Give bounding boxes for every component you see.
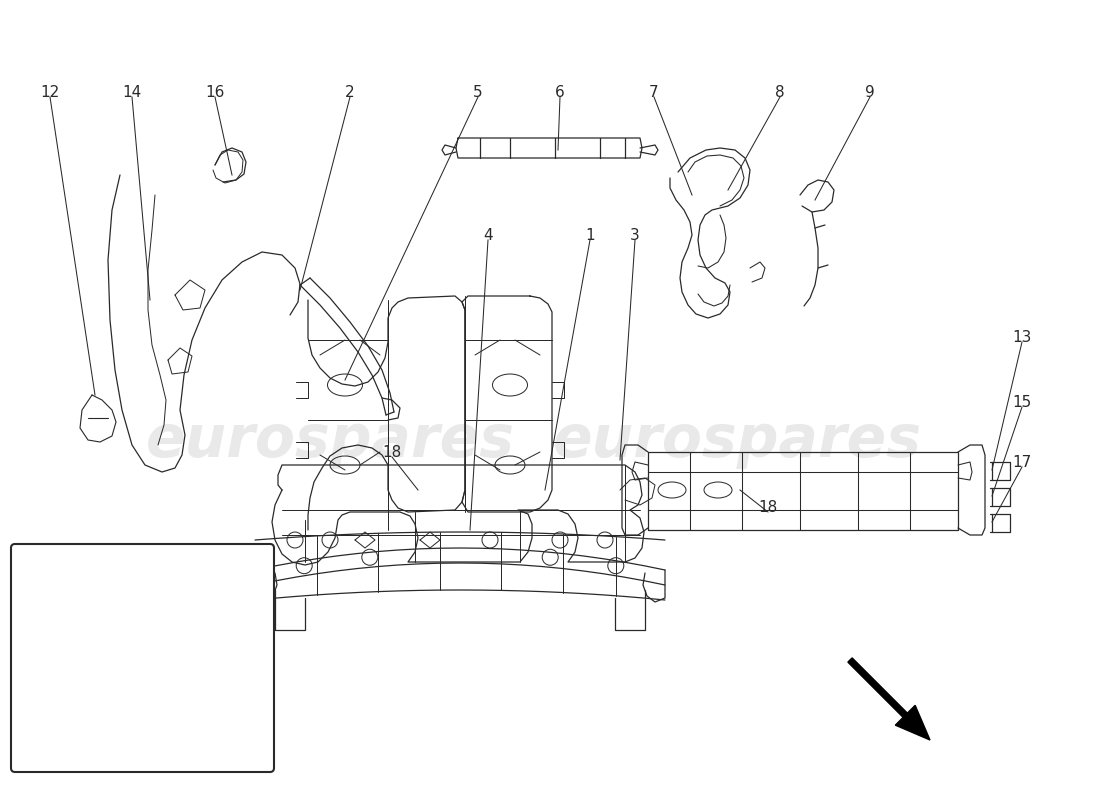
Text: 11: 11 xyxy=(150,695,167,709)
Text: 13: 13 xyxy=(1012,330,1032,345)
Text: 10: 10 xyxy=(189,695,207,709)
Text: 3: 3 xyxy=(630,228,640,243)
Text: 6: 6 xyxy=(556,85,565,100)
Text: 16: 16 xyxy=(206,85,224,100)
Text: 8: 8 xyxy=(776,85,784,100)
Text: 12: 12 xyxy=(41,85,59,100)
Text: 2: 2 xyxy=(345,85,355,100)
Text: 18: 18 xyxy=(758,500,778,515)
Text: 9: 9 xyxy=(865,85,874,100)
Text: eurospares: eurospares xyxy=(145,411,515,469)
FancyArrow shape xyxy=(848,658,930,740)
Text: eurospares: eurospares xyxy=(552,411,922,469)
Text: 17: 17 xyxy=(1012,455,1032,470)
Text: 18: 18 xyxy=(383,445,402,460)
Text: USA - CDN: USA - CDN xyxy=(89,741,170,755)
Text: 15: 15 xyxy=(1012,395,1032,410)
Text: 4: 4 xyxy=(483,228,493,243)
FancyBboxPatch shape xyxy=(11,544,274,772)
Text: 7: 7 xyxy=(649,85,659,100)
Text: 1: 1 xyxy=(585,228,595,243)
Text: 5: 5 xyxy=(473,85,483,100)
Text: 14: 14 xyxy=(122,85,142,100)
